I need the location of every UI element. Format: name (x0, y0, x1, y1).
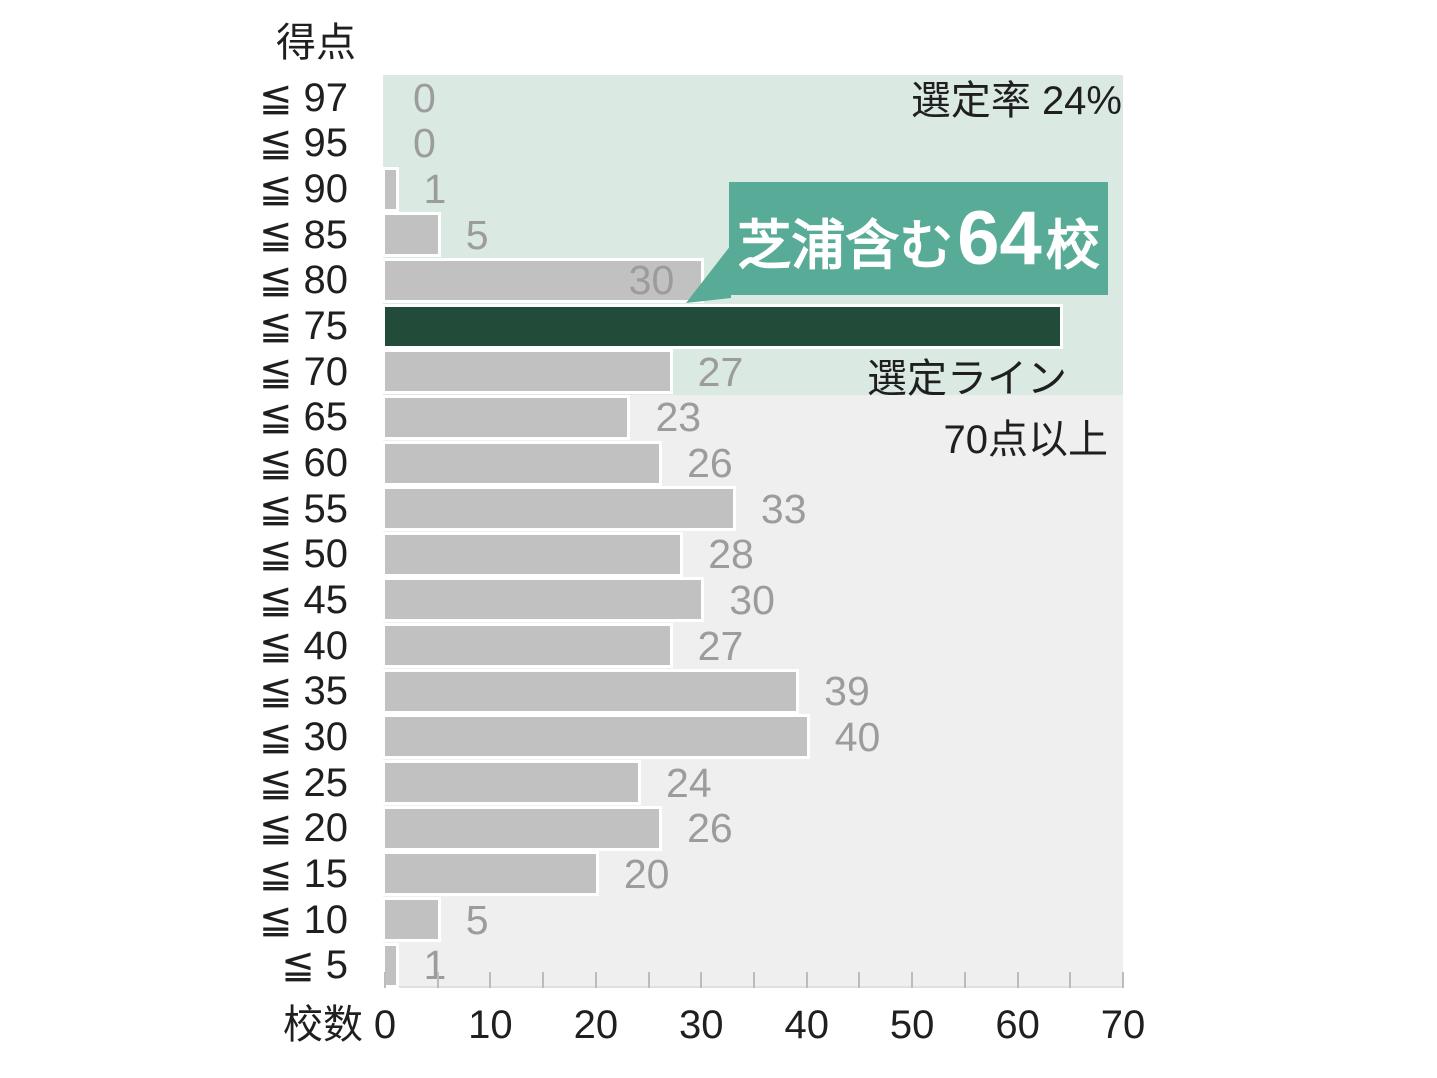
bar (385, 260, 702, 300)
bar (385, 534, 681, 574)
value-label: 5 (465, 211, 489, 258)
category-label: ≦ 35 (258, 669, 348, 714)
category-label: ≦ 40 (258, 623, 348, 668)
category-label: ≦ 90 (258, 167, 348, 212)
bar (385, 489, 733, 529)
tick-mark (858, 972, 861, 988)
bar (385, 215, 438, 255)
value-label: 23 (655, 394, 702, 441)
value-label: 1 (423, 166, 447, 213)
value-label: 33 (760, 485, 807, 532)
bar (385, 717, 807, 757)
callout-bubble: 芝浦含む 64 校 (729, 182, 1108, 295)
tick-mark (805, 972, 808, 988)
category-label: ≦ 45 (258, 577, 348, 622)
tick-mark (1122, 972, 1124, 988)
x-tick-label: 70 (1100, 1003, 1146, 1047)
x-tick-label: 60 (995, 1003, 1040, 1047)
value-label: 26 (687, 440, 733, 487)
value-label: 24 (666, 759, 712, 806)
value-label: 0 (413, 120, 436, 167)
x-tick-label: 10 (468, 1003, 513, 1047)
bar (385, 808, 660, 848)
value-label: 5 (465, 896, 489, 943)
tick-mark (1069, 972, 1072, 988)
category-label: ≦ 65 (258, 395, 348, 440)
tick-mark (384, 972, 386, 988)
bar (385, 854, 596, 894)
bar-highlighted (385, 306, 1060, 346)
value-label: 30 (729, 576, 775, 623)
tick-mark (594, 972, 597, 988)
tick-mark (542, 972, 545, 988)
tick-mark (700, 972, 703, 988)
bar (385, 580, 702, 620)
x-tick-label: 40 (784, 1003, 829, 1047)
category-label: ≦ 97 (258, 75, 348, 120)
category-label: ≦ 55 (258, 486, 348, 531)
tick-mark (436, 972, 439, 988)
x-tick-label: 50 (889, 1003, 935, 1047)
bar (385, 169, 396, 209)
value-label: 27 (697, 348, 744, 395)
category-label: ≦ 80 (258, 258, 348, 303)
bar (385, 671, 797, 711)
category-label: ≦ 10 (258, 897, 348, 942)
value-label: 1 (423, 942, 447, 989)
value-label: 39 (824, 668, 870, 715)
category-label: ≦ 60 (258, 441, 348, 486)
bar (385, 352, 670, 392)
x-tick-label: 0 (373, 1003, 397, 1047)
value-label: 27 (697, 622, 744, 669)
selection-rate-annotation: 選定率 24% (910, 79, 1122, 123)
category-label: ≦ 70 (258, 349, 348, 394)
category-label: ≦ 85 (258, 212, 348, 257)
callout-suffix-text: 校 (1045, 216, 1100, 276)
value-label: 20 (623, 850, 670, 897)
bar (385, 626, 670, 666)
x-tick-label: 30 (679, 1003, 724, 1047)
tick-mark (963, 972, 966, 988)
bar (385, 443, 660, 483)
category-label: ≦ 30 (258, 714, 348, 759)
bar (385, 763, 639, 803)
category-label: ≦ 75 (258, 304, 348, 349)
tick-mark (647, 972, 650, 988)
bar (385, 397, 628, 437)
tick-mark (489, 972, 492, 988)
category-label: ≦ 25 (258, 760, 348, 805)
category-label: ≦ 15 (258, 851, 348, 896)
callout-prefix-text: 芝浦含む (737, 216, 954, 276)
selection-threshold-annotation: 70点以上 (943, 418, 1109, 462)
tick-mark (753, 972, 755, 988)
value-label: 0 (413, 74, 436, 121)
selection-line-annotation: 選定ライン (867, 357, 1067, 401)
value-label: 28 (708, 531, 754, 578)
x-axis-title: 校数 (283, 1003, 363, 1047)
value-label: 26 (687, 805, 733, 852)
callout-tail (686, 245, 731, 303)
category-label: ≦ 5 (281, 943, 348, 988)
x-tick-label: 20 (573, 1003, 619, 1047)
category-label: ≦ 95 (258, 121, 348, 166)
tick-mark (911, 972, 914, 988)
category-label: ≦ 20 (258, 806, 348, 851)
y-axis-title: 得点 (276, 21, 356, 65)
value-label: 30 (628, 257, 675, 304)
bar (385, 900, 438, 940)
callout-value-text: 64 (957, 196, 1042, 281)
tick-mark (1016, 972, 1019, 988)
value-label: 40 (834, 713, 881, 760)
category-label: ≦ 50 (258, 532, 348, 577)
bar (385, 945, 396, 985)
